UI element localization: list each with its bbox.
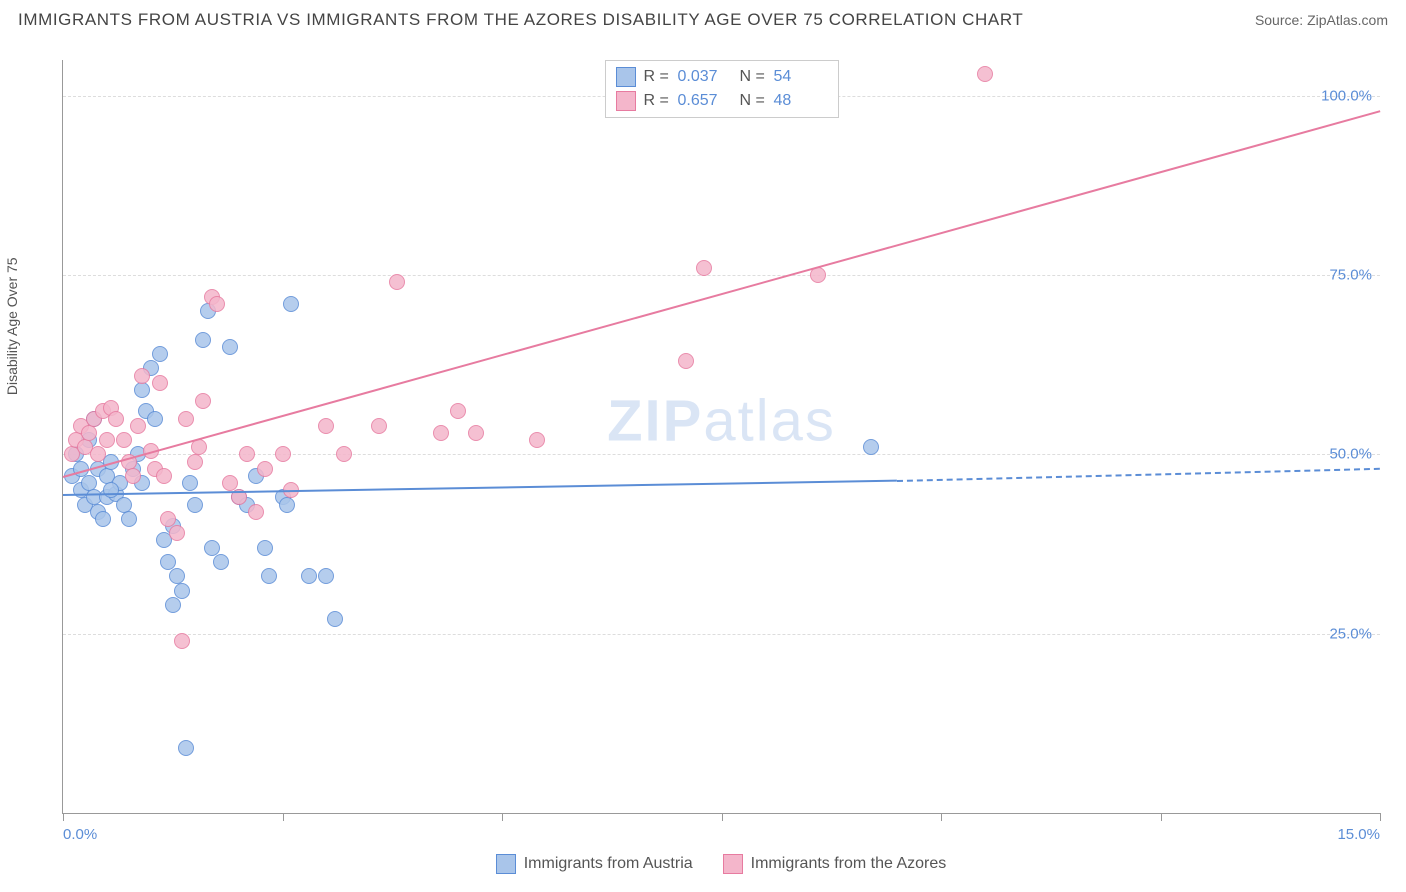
legend-item: Immigrants from Austria	[496, 854, 693, 874]
data-point	[152, 346, 168, 362]
data-point	[239, 446, 255, 462]
data-point	[433, 425, 449, 441]
x-tick	[941, 813, 942, 821]
data-point	[213, 554, 229, 570]
data-point	[174, 583, 190, 599]
legend-row: R =0.037N =54	[616, 65, 828, 89]
y-tick-label: 25.0%	[1321, 625, 1372, 642]
x-tick	[1380, 813, 1381, 821]
x-tick	[722, 813, 723, 821]
data-point	[977, 66, 993, 82]
x-tick	[63, 813, 64, 821]
data-point	[147, 411, 163, 427]
data-point	[863, 439, 879, 455]
data-point	[160, 554, 176, 570]
data-point	[108, 411, 124, 427]
n-value: 48	[774, 92, 828, 110]
x-tick	[1161, 813, 1162, 821]
data-point	[195, 332, 211, 348]
data-point	[279, 497, 295, 513]
data-point	[371, 418, 387, 434]
data-point	[468, 425, 484, 441]
data-point	[103, 482, 119, 498]
n-value: 54	[774, 68, 828, 86]
data-point	[204, 540, 220, 556]
legend-swatch	[616, 91, 636, 111]
data-point	[336, 446, 352, 462]
data-point	[678, 353, 694, 369]
data-point	[90, 446, 106, 462]
data-point	[156, 468, 172, 484]
data-point	[182, 475, 198, 491]
legend-swatch	[723, 854, 743, 874]
data-point	[178, 411, 194, 427]
legend-swatch	[616, 67, 636, 87]
data-point	[121, 511, 137, 527]
data-point	[327, 611, 343, 627]
data-point	[165, 597, 181, 613]
x-tick-label-left: 0.0%	[63, 826, 97, 843]
series-legend: Immigrants from Austria Immigrants from t…	[62, 854, 1380, 874]
y-tick-label: 100.0%	[1313, 87, 1372, 104]
chart-title: IMMIGRANTS FROM AUSTRIA VS IMMIGRANTS FR…	[18, 10, 1023, 30]
data-point	[275, 446, 291, 462]
data-point	[261, 568, 277, 584]
data-point	[95, 511, 111, 527]
data-point	[283, 296, 299, 312]
data-point	[134, 368, 150, 384]
data-point	[116, 432, 132, 448]
data-point	[134, 382, 150, 398]
x-tick	[283, 813, 284, 821]
r-value: 0.657	[678, 92, 732, 110]
data-point	[318, 418, 334, 434]
data-point	[174, 633, 190, 649]
trend-line	[63, 110, 1381, 478]
legend-swatch	[496, 854, 516, 874]
data-point	[257, 461, 273, 477]
r-value: 0.037	[678, 68, 732, 86]
data-point	[257, 540, 273, 556]
data-point	[209, 296, 225, 312]
data-point	[318, 568, 334, 584]
source-attribution: Source: ZipAtlas.com	[1255, 12, 1388, 28]
data-point	[99, 432, 115, 448]
data-point	[222, 339, 238, 355]
gridline	[63, 275, 1380, 276]
data-point	[152, 375, 168, 391]
data-point	[187, 454, 203, 470]
data-point	[450, 403, 466, 419]
data-point	[696, 260, 712, 276]
data-point	[301, 568, 317, 584]
data-point	[222, 475, 238, 491]
data-point	[125, 468, 141, 484]
x-tick	[502, 813, 503, 821]
data-point	[178, 740, 194, 756]
correlation-legend: R =0.037N =54R =0.657N =48	[605, 60, 839, 118]
data-point	[248, 504, 264, 520]
data-point	[160, 511, 176, 527]
data-point	[130, 418, 146, 434]
data-point	[81, 425, 97, 441]
watermark: ZIPatlas	[607, 388, 836, 455]
data-point	[529, 432, 545, 448]
x-tick-label-right: 15.0%	[1337, 826, 1380, 843]
y-tick-label: 75.0%	[1321, 267, 1372, 284]
legend-label: Immigrants from the Azores	[751, 855, 947, 873]
data-point	[389, 274, 405, 290]
gridline	[63, 454, 1380, 455]
data-point	[187, 497, 203, 513]
y-axis-label: Disability Age Over 75	[4, 257, 20, 395]
data-point	[169, 525, 185, 541]
legend-row: R =0.657N =48	[616, 89, 828, 113]
legend-item: Immigrants from the Azores	[723, 854, 947, 874]
chart-container: Disability Age Over 75 ZIPatlas R =0.037…	[18, 38, 1388, 874]
legend-label: Immigrants from Austria	[524, 855, 693, 873]
y-tick-label: 50.0%	[1321, 446, 1372, 463]
gridline	[63, 634, 1380, 635]
data-point	[195, 393, 211, 409]
trend-line	[897, 467, 1380, 481]
plot-area: ZIPatlas R =0.037N =54R =0.657N =48 25.0…	[62, 60, 1380, 814]
